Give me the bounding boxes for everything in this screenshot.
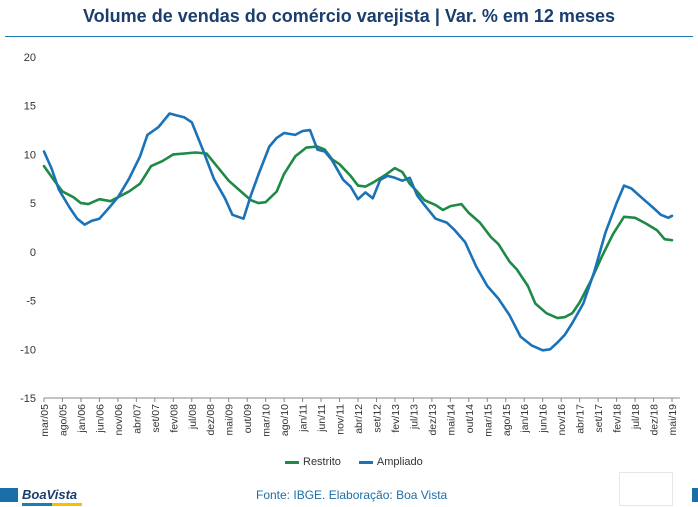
x-tick-label: jan/11 xyxy=(298,404,310,433)
y-tick-label: 0 xyxy=(30,247,36,259)
x-tick-label: dez/13 xyxy=(427,404,439,436)
x-tick-label: nov/16 xyxy=(556,404,568,436)
y-tick-label: -15 xyxy=(20,393,36,405)
legend: Restrito Ampliado xyxy=(285,456,423,468)
x-tick-label: ago/10 xyxy=(279,404,291,436)
source-note: Fonte: IBGE. Elaboração: Boa Vista xyxy=(256,488,448,502)
logo-underline xyxy=(22,503,82,506)
series-line-restrito xyxy=(42,145,674,320)
x-tick-label: fev/13 xyxy=(390,404,402,433)
x-tick-label: fev/18 xyxy=(612,404,624,433)
legend-label-ampliado: Ampliado xyxy=(376,456,423,468)
x-tick-label: jul/08 xyxy=(187,404,199,430)
title-divider xyxy=(5,36,693,37)
boavista-logo: BoaVista xyxy=(22,487,78,502)
x-tick-label: jul/13 xyxy=(408,404,420,430)
x-tick-label: ago/15 xyxy=(501,404,513,436)
x-tick-label: dez/18 xyxy=(649,404,661,436)
y-tick-label: 5 xyxy=(30,198,36,210)
series-line-ampliado xyxy=(42,112,674,352)
x-tick-label: jun/11 xyxy=(316,404,328,433)
legend-label-restrito: Restrito xyxy=(303,456,341,468)
y-tick-label: 15 xyxy=(24,101,36,113)
y-tick-label: -10 xyxy=(20,344,36,356)
x-tick-label: jun/16 xyxy=(538,404,550,434)
page-title: Volume de vendas do comércio varejista |… xyxy=(83,6,615,26)
x-tick-label: set/07 xyxy=(150,404,162,433)
y-tick-label: 10 xyxy=(24,149,36,161)
x-tick-label: fev/08 xyxy=(168,404,180,433)
x-tick-label: set/17 xyxy=(593,404,605,433)
x-tick-label: nov/06 xyxy=(113,404,125,436)
x-tick-label: nov/11 xyxy=(335,404,347,435)
x-tick-label: jan/16 xyxy=(519,404,531,434)
x-tick-label: out/14 xyxy=(464,404,476,433)
legend-item-ampliado: Ampliado xyxy=(358,456,423,468)
x-tick-label: mar/05 xyxy=(39,404,51,437)
x-tick-label: mar/10 xyxy=(261,404,273,437)
x-tick-label: jul/18 xyxy=(630,404,642,430)
x-tick-label: abr/07 xyxy=(131,404,143,434)
blank-box xyxy=(619,472,673,506)
footer-right-block xyxy=(692,488,698,502)
x-tick-label: mar/15 xyxy=(482,404,494,437)
x-tick-label: dez/08 xyxy=(205,404,217,436)
x-tick-label: jun/06 xyxy=(94,404,106,434)
x-tick-label: mai/19 xyxy=(667,404,679,436)
footer-left-block xyxy=(0,488,18,502)
x-tick-label: abr/17 xyxy=(575,404,587,434)
x-tick-label: mai/14 xyxy=(445,404,457,436)
y-tick-label: -5 xyxy=(26,296,36,308)
y-tick-label: 20 xyxy=(24,52,36,64)
ampliado-swatch xyxy=(358,460,373,464)
x-tick-label: mai/09 xyxy=(224,404,236,436)
x-tick-label: ago/05 xyxy=(57,404,69,436)
x-tick-label: jan/06 xyxy=(76,404,88,434)
legend-item-restrito: Restrito xyxy=(285,456,341,468)
restrito-swatch xyxy=(285,460,299,464)
x-tick-label: abr/12 xyxy=(353,404,365,434)
x-tick-label: out/09 xyxy=(242,404,254,433)
x-tick-label: set/12 xyxy=(371,404,383,433)
